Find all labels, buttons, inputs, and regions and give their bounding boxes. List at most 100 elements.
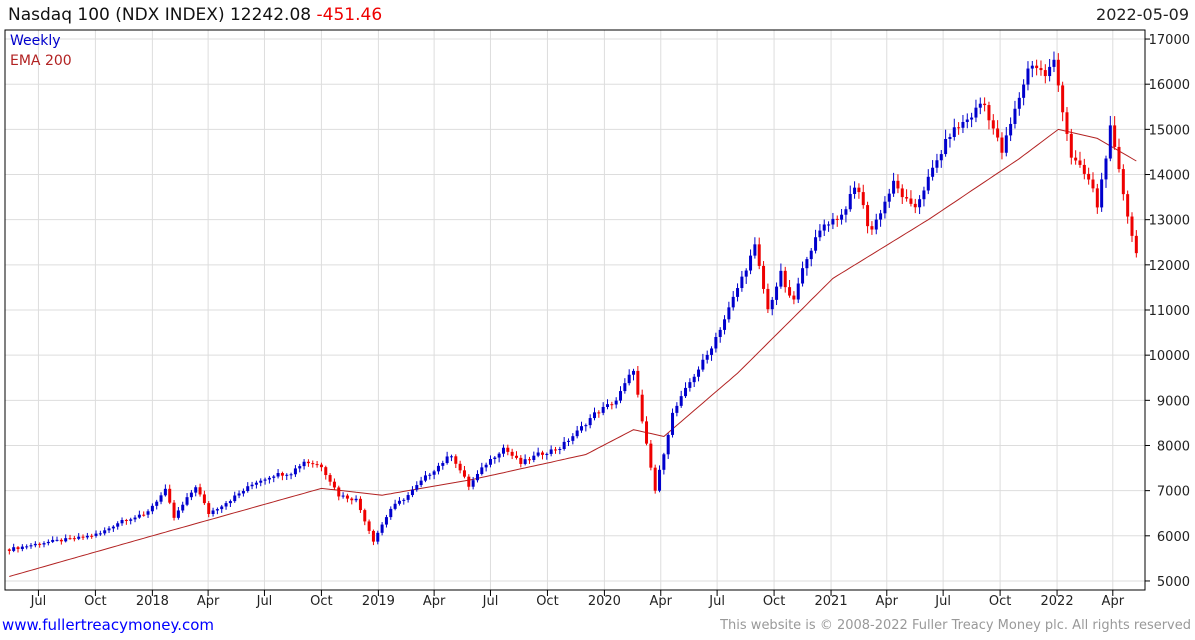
candle-up <box>116 523 120 527</box>
candle-up <box>376 532 380 542</box>
candle-up <box>246 486 250 492</box>
x-tick-label: Jul <box>934 594 951 609</box>
candle-up <box>1017 97 1021 109</box>
candle-up <box>42 543 46 545</box>
candle-down <box>1130 216 1134 236</box>
candle-up <box>753 244 757 256</box>
candle-up <box>228 501 232 504</box>
candle-up <box>575 430 579 437</box>
candle-up <box>874 219 878 230</box>
candle-down <box>1069 133 1073 158</box>
candle-up <box>189 492 193 498</box>
candle-down <box>900 188 904 198</box>
candle-down <box>506 447 510 452</box>
candle-down <box>766 288 770 310</box>
candle-down <box>519 457 523 464</box>
candle-down <box>332 481 336 488</box>
candle-down <box>1078 160 1082 165</box>
candle-up <box>410 489 414 496</box>
candle-up <box>666 434 670 455</box>
candle-up <box>402 499 406 501</box>
candle-down <box>1126 194 1130 217</box>
x-tick-label: Jul <box>30 594 47 609</box>
x-tick-label: Jul <box>708 594 725 609</box>
candle-up <box>705 354 709 360</box>
candle-up <box>384 517 388 525</box>
candle-up <box>103 530 107 534</box>
candle-down <box>636 370 640 395</box>
candle-up <box>220 506 224 510</box>
x-tick-label: Apr <box>876 594 899 609</box>
candle-up <box>606 404 610 407</box>
x-tick-label: Apr <box>1102 594 1125 609</box>
candle-down <box>645 421 649 444</box>
candle-down <box>207 503 211 514</box>
candle-down <box>991 120 995 129</box>
candle-down <box>1117 146 1121 170</box>
candle-up <box>1100 179 1104 208</box>
candle-up <box>354 498 358 501</box>
candle-down <box>1091 179 1095 189</box>
candle-up <box>571 436 575 441</box>
chart-title: Nasdaq 100 (NDX INDEX) 12242.08 -451.46 <box>8 5 382 25</box>
y-tick-label: 16000 <box>1149 78 1190 93</box>
candle-up <box>237 493 241 496</box>
candle-up <box>432 471 436 475</box>
candle-up <box>185 497 189 505</box>
candle-up <box>697 369 701 377</box>
x-tick-label: Oct <box>310 594 332 609</box>
candle-down <box>467 476 471 487</box>
candle-up <box>827 224 831 226</box>
candle-up <box>493 457 497 460</box>
candle-down <box>649 443 653 468</box>
candle-down <box>1039 68 1043 71</box>
candle-up <box>818 230 822 238</box>
candle-up <box>194 487 198 493</box>
candle-down <box>835 218 839 220</box>
candle-up <box>740 276 744 289</box>
y-tick-label: 13000 <box>1149 214 1190 229</box>
candle-up <box>1108 125 1112 159</box>
candle-up <box>146 511 150 515</box>
candle-up <box>445 456 449 464</box>
candle-up <box>475 473 479 481</box>
candle-down <box>1134 235 1138 254</box>
candle-down <box>38 543 42 545</box>
candle-down <box>1065 112 1069 134</box>
candle-up <box>744 270 748 277</box>
candle-up <box>107 528 111 531</box>
legend-weekly: Weekly <box>10 33 61 49</box>
candle-up <box>545 453 549 455</box>
candle-up <box>662 454 666 470</box>
candle-up <box>710 348 714 355</box>
candle-up <box>671 412 675 435</box>
candle-down <box>510 451 514 456</box>
candle-up <box>723 319 727 330</box>
website-link[interactable]: www.fullertreacymoney.com <box>2 616 215 634</box>
candle-up <box>441 463 445 466</box>
candle-up <box>267 477 271 480</box>
candle-up <box>627 374 631 384</box>
candle-up <box>29 545 33 547</box>
candle-up <box>601 406 605 413</box>
candle-down <box>527 459 531 461</box>
candle-up <box>926 176 930 191</box>
candle-up <box>684 387 688 397</box>
candle-up <box>879 213 883 220</box>
y-tick-label: 6000 <box>1157 530 1190 545</box>
candle-up <box>111 526 115 529</box>
candle-down <box>1087 173 1091 180</box>
candle-up <box>931 167 935 177</box>
candle-down <box>168 488 172 503</box>
candle-up <box>480 467 484 474</box>
candle-down <box>540 452 544 455</box>
candle-down <box>198 487 202 495</box>
y-tick-label: 12000 <box>1149 259 1190 274</box>
candle-up <box>1104 158 1108 180</box>
candle-down <box>172 502 176 518</box>
candle-up <box>423 475 427 481</box>
candle-up <box>1009 123 1013 136</box>
candle-up <box>935 160 939 168</box>
candle-down <box>454 456 458 464</box>
